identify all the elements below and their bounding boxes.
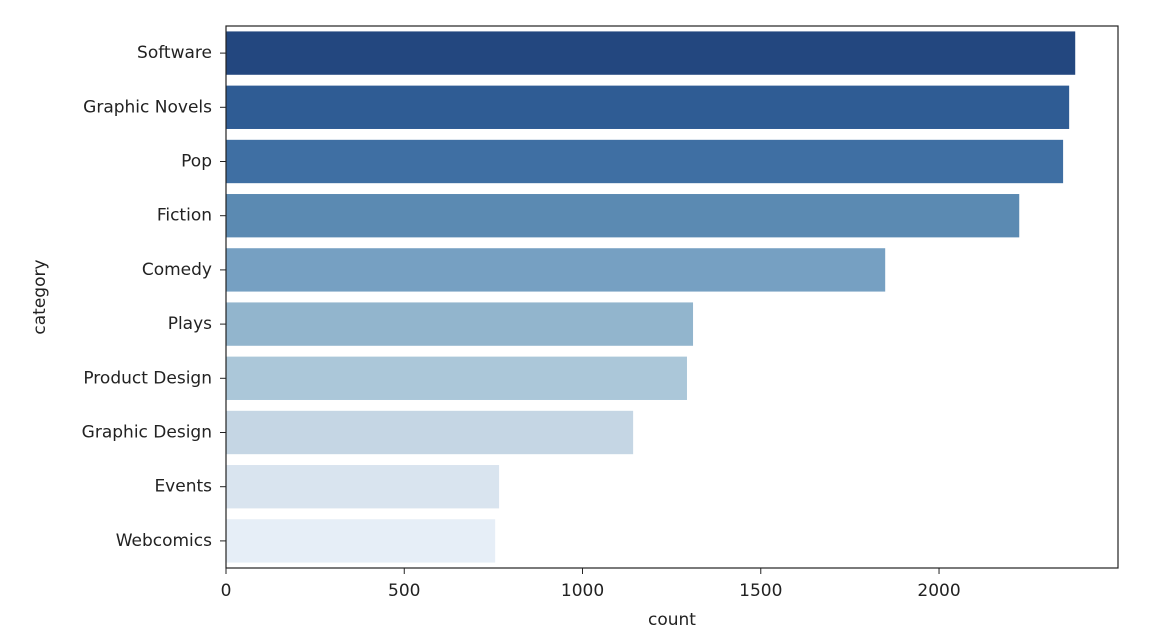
bar bbox=[226, 519, 496, 563]
bar bbox=[226, 31, 1076, 75]
x-tick-label: 500 bbox=[388, 581, 420, 601]
x-tick-label: 1500 bbox=[739, 581, 782, 601]
y-tick-label: Pop bbox=[181, 152, 212, 172]
bar bbox=[226, 356, 687, 400]
x-tick-label: 0 bbox=[221, 581, 232, 601]
y-tick-label: Fiction bbox=[157, 206, 212, 226]
y-tick-label: Webcomics bbox=[116, 531, 212, 551]
bar bbox=[226, 302, 694, 346]
bar bbox=[226, 139, 1064, 184]
y-tick-label: Software bbox=[137, 43, 212, 63]
plot-frame bbox=[225, 25, 1119, 569]
y-tick-label: Comedy bbox=[142, 260, 212, 280]
y-tick-label: Product Design bbox=[83, 368, 212, 388]
y-tick-label: Events bbox=[154, 477, 212, 497]
bar bbox=[226, 248, 886, 292]
bar bbox=[226, 410, 634, 455]
x-axis-label: count bbox=[648, 610, 696, 630]
bar bbox=[226, 194, 1020, 238]
x-tick-label: 2000 bbox=[917, 581, 960, 601]
x-tick-label: 1000 bbox=[561, 581, 604, 601]
bar bbox=[226, 465, 500, 509]
y-tick-label: Graphic Design bbox=[82, 423, 212, 443]
bar bbox=[226, 85, 1070, 129]
y-tick-label: Graphic Novels bbox=[83, 97, 212, 117]
y-axis-label: category bbox=[30, 259, 50, 334]
y-tick-label: Plays bbox=[168, 314, 212, 334]
